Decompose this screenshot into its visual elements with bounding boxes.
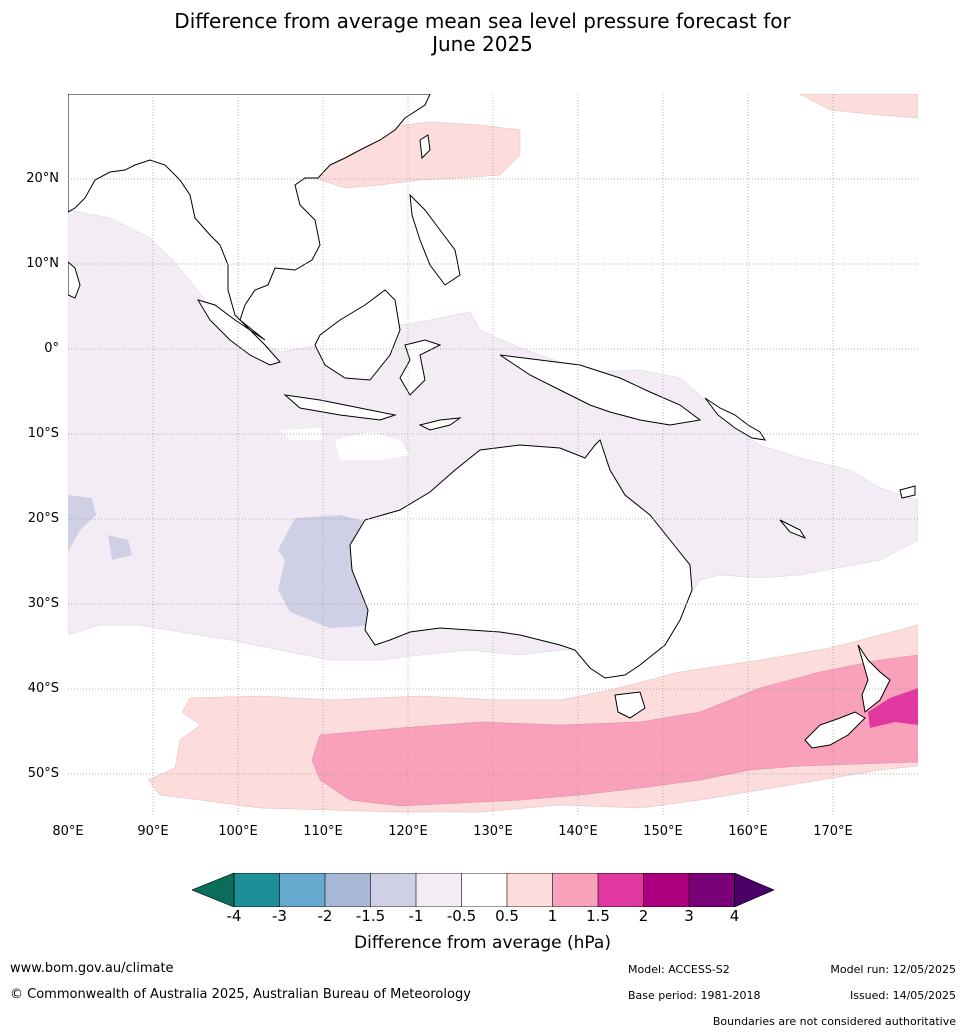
lat-label-20s: 20°S (27, 511, 59, 526)
land-new-zealand-south (804, 711, 866, 749)
lat-label-10s: 10°S (27, 426, 59, 441)
land-australia (349, 439, 693, 679)
colorbar-bin-4 (370, 873, 416, 907)
land-new-guinea (499, 354, 702, 426)
anomaly-pos-magenta-nz (868, 688, 918, 728)
lon-label-150e: 150°E (643, 824, 683, 839)
colorbar-tick-11: 3 (684, 907, 694, 925)
land-sumatra (196, 299, 281, 366)
graticule (68, 94, 918, 816)
lon-label-120e: 120°E (388, 824, 428, 839)
lat-label-0: 0° (44, 341, 59, 356)
land-tasmania (614, 691, 646, 719)
anomaly-neg-medium-patch (108, 535, 132, 560)
lat-label-40s: 40°S (27, 681, 59, 696)
colorbar-tick-7: 0.5 (495, 907, 519, 925)
colorbar-arrow-high (734, 872, 775, 908)
lon-label-80e: 80°E (52, 824, 84, 839)
colorbar-tick-1: -4 (226, 907, 242, 925)
land-new-zealand-north (857, 644, 891, 713)
title-line-2: June 2025 (432, 32, 533, 56)
colorbar-bin-2 (279, 873, 325, 907)
model-text: Model: ACCESS-S2 (628, 963, 730, 976)
pressure-anomaly-map (68, 94, 918, 816)
title-line-1: Difference from average mean sea level p… (174, 9, 791, 33)
colorbar (191, 872, 775, 911)
land-new-caledonia (779, 519, 807, 540)
land-solomon-islands (704, 397, 767, 441)
colorbar-bin-3 (325, 873, 371, 907)
model-run-text: Model run: 12/05/2025 (830, 963, 956, 976)
colorbar-tick-3: -2 (317, 907, 333, 925)
colorbar-tick-8: 1 (547, 907, 558, 925)
colorbar-bin-11 (689, 873, 735, 907)
colorbar-tick-10: 2 (638, 907, 649, 925)
land-taiwan (419, 134, 431, 160)
colorbar-bin-1 (234, 873, 280, 907)
colorbar-tick-6: -0.5 (446, 907, 477, 925)
lon-label-100e: 100°E (218, 824, 258, 839)
lon-label-160e: 160°E (728, 824, 768, 839)
map-panel (68, 94, 918, 816)
colorbar-arrow-low (191, 872, 235, 908)
lat-label-50s: 50°S (27, 766, 59, 781)
lat-label-30s: 30°S (27, 596, 59, 611)
land-masses (68, 94, 916, 749)
base-period-text: Base period: 1981-2018 (628, 989, 761, 1002)
colorbar-tick-12: 4 (729, 907, 740, 925)
lon-label-110e: 110°E (303, 824, 343, 839)
colorbar-bin-5 (416, 873, 462, 907)
colorbar-bin-10 (643, 873, 689, 907)
colorbar-tick-2: -3 (272, 907, 287, 925)
colorbar-bin-8 (552, 873, 598, 907)
lat-label-20n: 20°N (26, 171, 59, 186)
map-title: Difference from average mean sea level p… (0, 10, 965, 56)
land-sulawesi (399, 339, 442, 396)
colorbar-bin-9 (598, 873, 644, 907)
anomaly-white-hole-2 (335, 432, 410, 460)
lon-label-130e: 130°E (473, 824, 513, 839)
land-india-tip (68, 261, 81, 299)
colorbar-tick-4: -1.5 (355, 907, 386, 925)
disclaimer-text: Boundaries are not considered authoritat… (712, 1015, 956, 1028)
colorbar-bin-6 (461, 873, 507, 907)
land-java (283, 394, 397, 421)
land-philippines (409, 193, 461, 286)
copyright-text: © Commonwealth of Australia 2025, Austra… (10, 987, 471, 1002)
colorbar-tick-5: -1 (408, 907, 424, 925)
land-asia-mainland (68, 94, 431, 341)
website-link[interactable]: www.bom.gov.au/climate (10, 961, 174, 976)
lat-label-10n: 10°N (26, 256, 59, 271)
lon-label-170e: 170°E (813, 824, 853, 839)
lon-label-90e: 90°E (137, 824, 169, 839)
land-fiji (899, 485, 916, 499)
lon-label-140e: 140°E (558, 824, 598, 839)
colorbar-bin-7 (507, 873, 553, 907)
colorbar-label: Difference from average (hPa) (354, 933, 611, 953)
colorbar-tick-9: 1.5 (586, 907, 610, 925)
anomaly-pos-light-north-pacific (799, 94, 918, 119)
anomaly-pos-pink-south-band (311, 654, 918, 807)
land-timor (418, 417, 462, 431)
issued-text: Issued: 14/05/2025 (849, 989, 956, 1002)
anomaly-neg-medium-west (68, 495, 96, 552)
